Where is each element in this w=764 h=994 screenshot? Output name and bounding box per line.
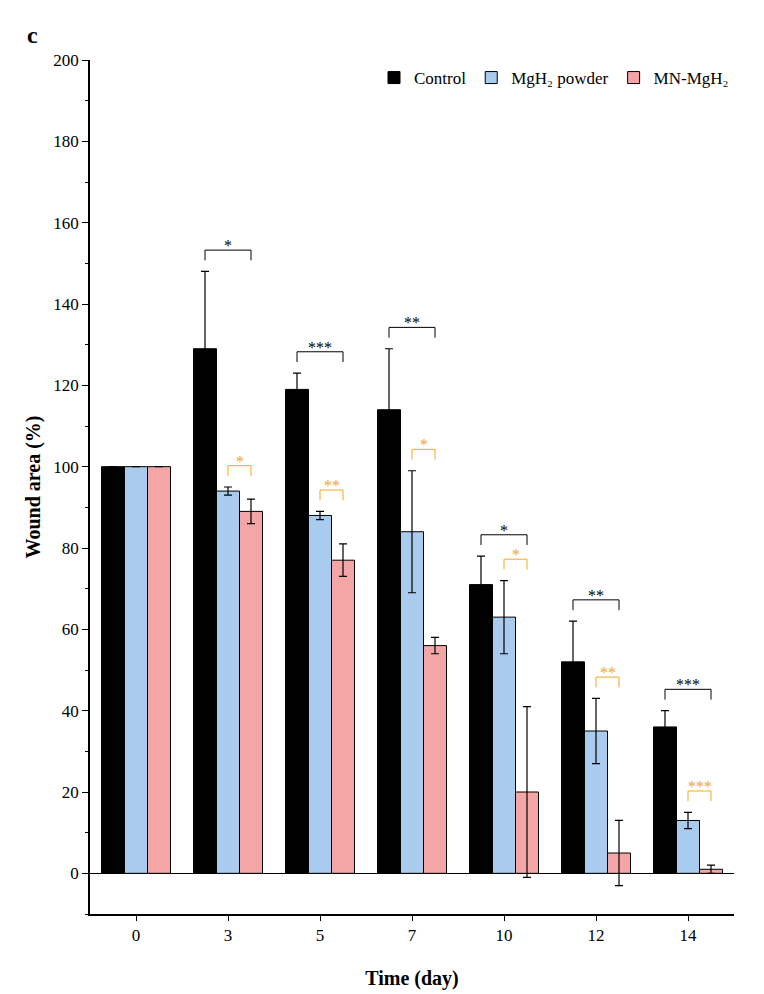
svg-text:**: **	[404, 314, 420, 331]
svg-text:**: **	[324, 477, 340, 494]
svg-text:**: **	[588, 587, 604, 604]
svg-text:40: 40	[62, 702, 79, 721]
svg-text:*: *	[236, 453, 244, 470]
svg-text:*: *	[512, 546, 520, 563]
svg-text:3: 3	[224, 926, 233, 945]
svg-text:120: 120	[53, 376, 79, 395]
svg-text:100: 100	[53, 458, 79, 477]
svg-text:180: 180	[53, 132, 79, 151]
svg-text:*: *	[500, 522, 508, 539]
svg-text:Time (day): Time (day)	[365, 967, 459, 990]
svg-text:12: 12	[588, 926, 605, 945]
svg-text:80: 80	[62, 539, 79, 558]
svg-text:Control: Control	[414, 69, 466, 88]
svg-text:*: *	[420, 436, 428, 453]
svg-text:7: 7	[408, 926, 417, 945]
svg-text:20: 20	[62, 783, 79, 802]
svg-text:5: 5	[316, 926, 325, 945]
svg-text:140: 140	[53, 295, 79, 314]
svg-text:*: *	[224, 237, 232, 254]
svg-text:MN-MgH₂: MN-MgH₂	[654, 69, 729, 88]
svg-text:c: c	[27, 22, 38, 48]
svg-text:14: 14	[680, 926, 698, 945]
svg-text:**: **	[600, 664, 616, 681]
svg-text:0: 0	[70, 864, 79, 883]
svg-text:MgH₂ powder: MgH₂ powder	[511, 69, 608, 88]
svg-text:Wound area (%): Wound area (%)	[22, 416, 45, 559]
svg-text:***: ***	[308, 339, 332, 356]
svg-text:***: ***	[676, 676, 700, 693]
svg-text:0: 0	[132, 926, 141, 945]
svg-text:***: ***	[688, 778, 712, 795]
svg-text:60: 60	[62, 620, 79, 639]
svg-text:160: 160	[53, 214, 79, 233]
svg-text:10: 10	[496, 926, 513, 945]
svg-text:200: 200	[53, 51, 79, 70]
